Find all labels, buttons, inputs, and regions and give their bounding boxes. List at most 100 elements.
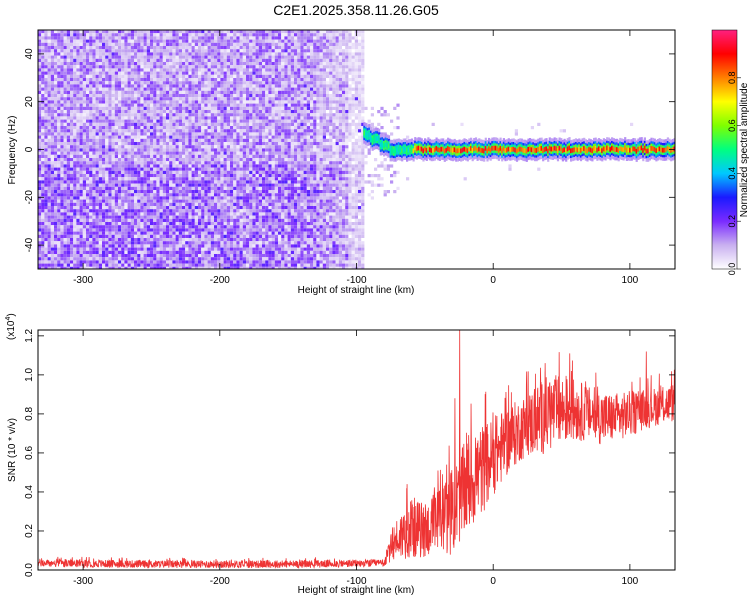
heatmap-cell: [41, 209, 45, 213]
heatmap-cell: [86, 257, 90, 261]
heatmap-cell: [143, 122, 147, 126]
heatmap-cell: [44, 78, 48, 82]
heatmap-cell: [201, 266, 205, 269]
heatmap-cell: [220, 186, 224, 190]
heatmap-cell: [63, 78, 67, 82]
heatmap-cell: [198, 52, 202, 56]
heatmap-cell: [185, 202, 189, 206]
heatmap-cell: [124, 138, 128, 142]
heatmap-cell: [92, 81, 96, 85]
heatmap-cell: [44, 135, 48, 139]
heatmap-cell: [226, 247, 230, 251]
heatmap-cell: [79, 170, 83, 174]
heatmap-cell: [76, 202, 80, 206]
heatmap-cell: [82, 158, 86, 162]
heatmap-cell: [159, 58, 163, 62]
heatmap-cell: [63, 113, 67, 117]
heatmap-cell: [169, 62, 173, 66]
heatmap-cell: [159, 167, 163, 171]
heatmap-cell: [41, 206, 45, 210]
heatmap-cell: [118, 231, 122, 235]
heatmap-cell: [226, 266, 230, 269]
heatmap-cell: [223, 186, 227, 190]
heatmap-cell: [79, 154, 83, 158]
heatmap-cell: [130, 228, 134, 232]
heatmap-cell: [166, 241, 170, 245]
heatmap-cell: [214, 135, 218, 139]
heatmap-cell: [207, 132, 211, 136]
heatmap-cell: [140, 87, 144, 91]
heatmap-cell: [207, 33, 211, 37]
heatmap-cell: [95, 199, 99, 203]
heatmap-cell: [242, 42, 246, 46]
heatmap-cell: [217, 58, 221, 62]
heatmap-cell: [194, 55, 198, 59]
heatmap-cell: [175, 138, 179, 142]
heatmap-cell: [214, 110, 218, 114]
heatmap-cell: [166, 183, 170, 187]
heatmap-cell: [124, 52, 128, 56]
heatmap-cell: [47, 49, 51, 53]
heatmap-cell: [249, 135, 253, 139]
heatmap-cell: [111, 177, 115, 181]
heatmap-cell: [159, 209, 163, 213]
heatmap-cell: [82, 218, 86, 222]
heatmap-cell: [143, 209, 147, 213]
heatmap-cell: [66, 238, 70, 242]
heatmap-cell: [50, 81, 54, 85]
heatmap-cell: [198, 250, 202, 254]
heatmap-cell: [191, 58, 195, 62]
heatmap-cell: [54, 138, 58, 142]
heatmap-cell: [38, 199, 42, 203]
heatmap-cell: [217, 55, 221, 59]
heatmap-cell: [220, 71, 224, 75]
heatmap-cell: [156, 78, 160, 82]
heatmap-cell: [188, 238, 192, 242]
heatmap-cell: [89, 170, 93, 174]
heatmap-cell: [249, 90, 253, 94]
heatmap-cell: [153, 225, 157, 229]
heatmap-cell: [118, 174, 122, 178]
heatmap-cell: [204, 100, 208, 104]
heatmap-cell: [86, 145, 90, 149]
heatmap-cell: [172, 49, 176, 53]
heatmap-cell: [159, 122, 163, 126]
heatmap-cell: [70, 257, 74, 261]
heatmap-cell: [150, 174, 154, 178]
heatmap-cell: [153, 87, 157, 91]
heatmap-cell: [210, 148, 214, 152]
heatmap-cell: [226, 225, 230, 229]
heatmap-cell: [127, 119, 131, 123]
heatmap-cell: [105, 65, 109, 69]
heatmap-cell: [124, 36, 128, 40]
heatmap-cell: [44, 81, 48, 85]
heatmap-cell: [86, 90, 90, 94]
heatmap-cell: [230, 167, 234, 171]
heatmap-cell: [86, 81, 90, 85]
heatmap-cell: [214, 250, 218, 254]
heatmap-cell: [201, 103, 205, 107]
heatmap-cell: [108, 177, 112, 181]
heatmap-cell: [82, 190, 86, 194]
heatmap-cell: [130, 132, 134, 136]
heatmap-cell: [105, 52, 109, 56]
heatmap-cell: [178, 202, 182, 206]
heatmap-cell: [201, 263, 205, 267]
heatmap-cell: [223, 238, 227, 242]
heatmap-cell: [92, 196, 96, 200]
heatmap-cell: [143, 138, 147, 142]
heatmap-cell: [143, 119, 147, 123]
heatmap-cell: [111, 110, 115, 114]
heatmap-cell: [108, 135, 112, 139]
heatmap-cell: [73, 183, 77, 187]
heatmap-cell: [153, 161, 157, 165]
heatmap-cell: [156, 68, 160, 72]
heatmap-cell: [127, 126, 131, 130]
heatmap-cell: [82, 30, 86, 34]
heatmap-cell: [214, 238, 218, 242]
heatmap-cell: [114, 254, 118, 258]
heatmap-cell: [153, 36, 157, 40]
heatmap-cell: [214, 244, 218, 248]
heatmap-cell: [108, 247, 112, 251]
heatmap-cell: [236, 90, 240, 94]
